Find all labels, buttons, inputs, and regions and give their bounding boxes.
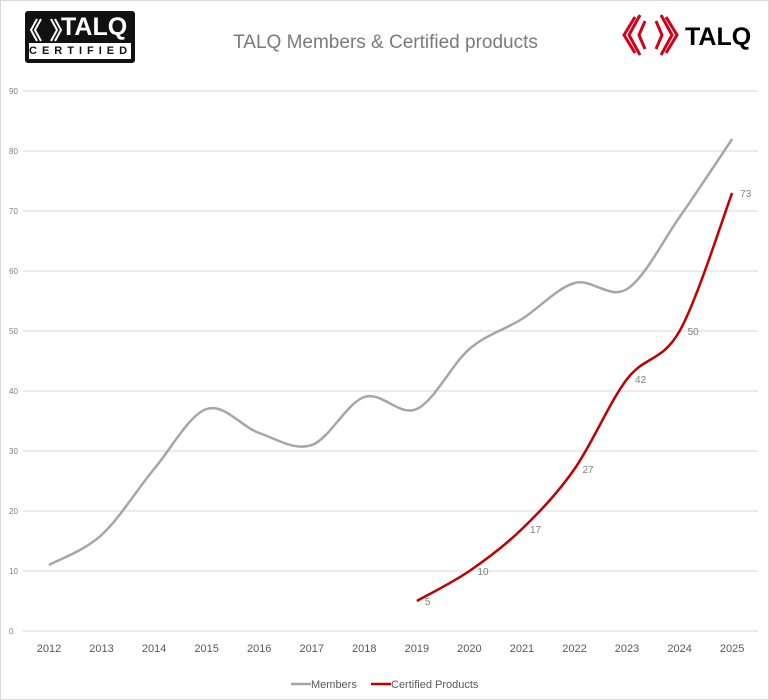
y-tick-label: 50 bbox=[9, 327, 18, 336]
x-tick-label: 2023 bbox=[615, 643, 639, 655]
x-tick-label: 2014 bbox=[142, 643, 166, 655]
x-tick-label: 2012 bbox=[37, 643, 61, 655]
y-tick-label: 80 bbox=[9, 147, 18, 156]
data-label: 17 bbox=[530, 525, 542, 536]
x-tick-label: 2020 bbox=[457, 643, 481, 655]
y-tick-label: 0 bbox=[9, 627, 14, 636]
x-tick-label: 2025 bbox=[720, 643, 744, 655]
data-label: 42 bbox=[635, 375, 647, 386]
legend-label: Certified Products bbox=[391, 679, 479, 691]
data-label: 10 bbox=[477, 567, 489, 578]
y-tick-label: 70 bbox=[9, 207, 18, 216]
talq-certified-logo: TALQ CERTIFIED bbox=[25, 11, 135, 63]
data-label: 27 bbox=[583, 465, 595, 476]
x-tick-label: 2015 bbox=[194, 643, 218, 655]
y-tick-label: 10 bbox=[9, 567, 18, 576]
series-line-1 bbox=[416, 192, 734, 603]
legend-label: Members bbox=[311, 679, 357, 691]
x-tick-label: 2016 bbox=[247, 643, 271, 655]
talq-emblem-icon bbox=[622, 14, 679, 56]
series-line-0 bbox=[48, 138, 734, 567]
talq-logo: TALQ bbox=[621, 13, 761, 57]
y-tick-label: 30 bbox=[9, 447, 18, 456]
x-tick-label: 2024 bbox=[667, 643, 691, 655]
x-tick-label: 2022 bbox=[562, 643, 586, 655]
data-label: 50 bbox=[688, 327, 700, 338]
x-tick-label: 2013 bbox=[89, 643, 113, 655]
x-tick-label: 2018 bbox=[352, 643, 376, 655]
x-tick-label: 2021 bbox=[510, 643, 534, 655]
data-label: 73 bbox=[740, 189, 752, 200]
chart-title: TALQ Members & Certified products bbox=[233, 32, 538, 53]
x-tick-label: 2017 bbox=[300, 643, 324, 655]
y-tick-label: 20 bbox=[9, 507, 18, 516]
y-tick-label: 90 bbox=[9, 87, 18, 96]
x-tick-label: 2019 bbox=[405, 643, 429, 655]
y-tick-label: 60 bbox=[9, 267, 18, 276]
data-label: 5 bbox=[425, 597, 431, 608]
y-tick-label: 40 bbox=[9, 387, 18, 396]
talq-emblem-icon bbox=[29, 18, 63, 42]
